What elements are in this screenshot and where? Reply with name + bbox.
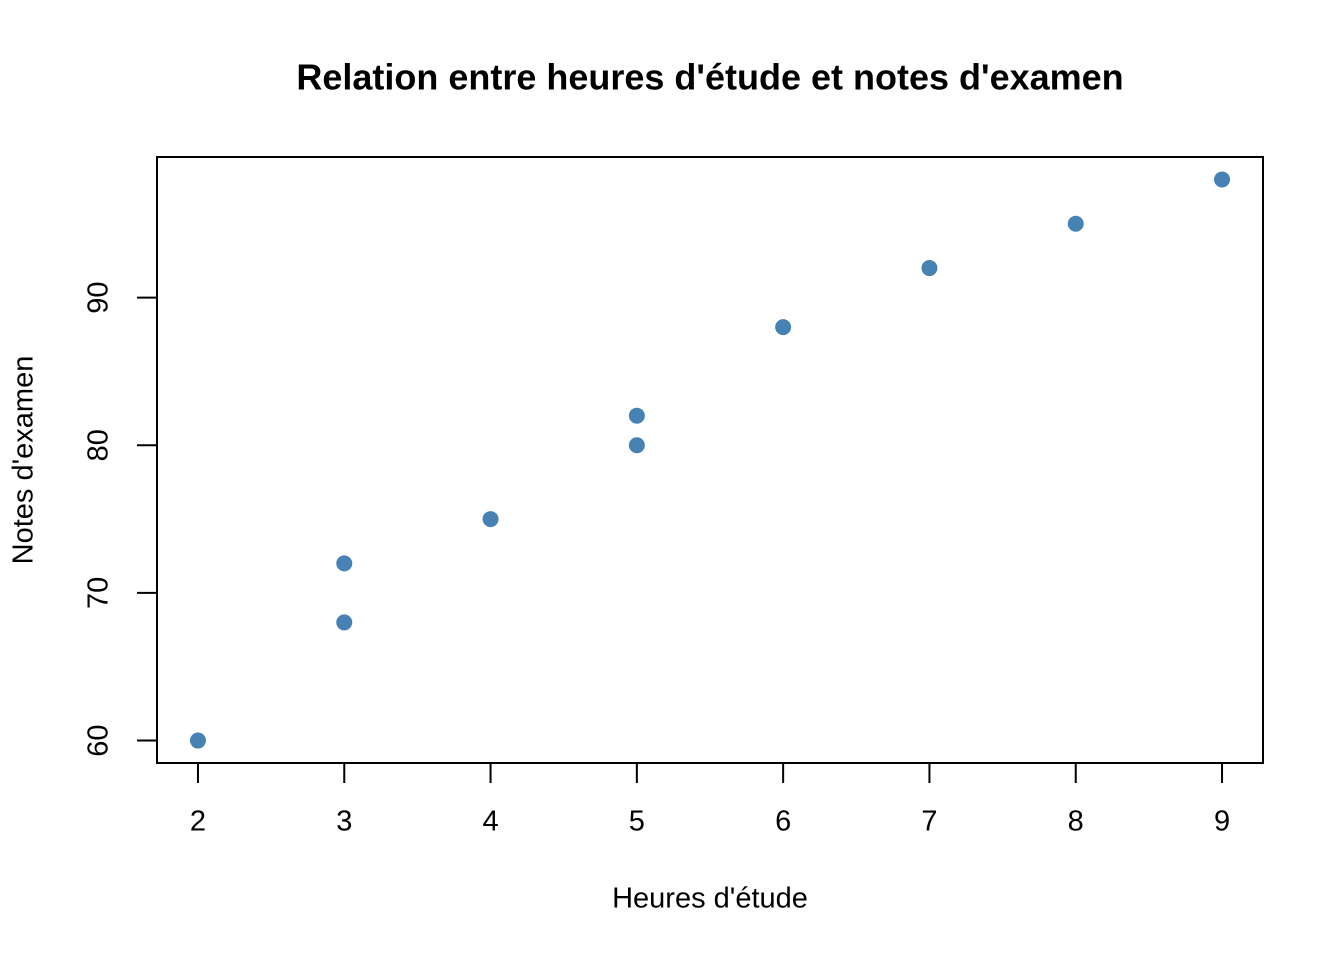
x-tick-label: 2 xyxy=(190,806,206,838)
y-axis-label: Notes d'examen xyxy=(8,356,40,565)
x-tick-label: 3 xyxy=(336,806,352,838)
point xyxy=(336,614,353,631)
point xyxy=(1067,215,1084,232)
x-tick-label: 8 xyxy=(1068,806,1084,838)
point xyxy=(482,511,499,528)
plot-frame xyxy=(156,156,1264,764)
x-tick-label: 4 xyxy=(482,806,498,838)
x-tick-label: 7 xyxy=(921,806,937,838)
y-tick-label: 80 xyxy=(83,429,115,461)
y-tick-label: 70 xyxy=(83,577,115,609)
point xyxy=(921,260,938,277)
point xyxy=(775,319,792,336)
point xyxy=(628,437,645,454)
point xyxy=(1214,171,1231,188)
y-tick-label: 90 xyxy=(83,281,115,313)
point xyxy=(336,555,353,572)
chart-title: Relation entre heures d'étude et notes d… xyxy=(296,57,1123,98)
point xyxy=(189,732,206,749)
y-tick-label: 60 xyxy=(83,724,115,756)
x-tick-label: 9 xyxy=(1214,806,1230,838)
x-axis-label: Heures d'étude xyxy=(612,883,808,915)
x-tick-label: 6 xyxy=(775,806,791,838)
point xyxy=(628,407,645,424)
x-tick-label: 5 xyxy=(629,806,645,838)
